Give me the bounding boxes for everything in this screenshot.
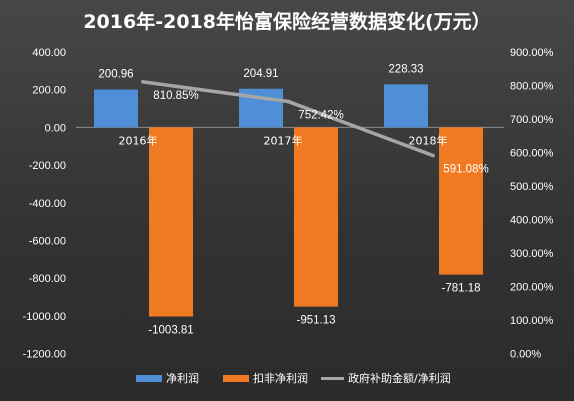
bar-deducted-net-profit [439,127,483,275]
bar-data-label: -1003.81 [148,325,193,337]
line-data-label: 591.08% [443,163,488,175]
chart-title: 2016年-2018年怡富保险经营数据变化(万元） [83,11,491,33]
y-left-tick-label: -800.00 [29,273,66,285]
y-right-tick-label: 900.00% [510,47,554,59]
bar-data-label: -781.18 [441,283,480,295]
x-category-label: 2016年 [119,133,158,147]
bar-net-profit [384,84,428,128]
bar-data-label: 204.91 [243,68,278,80]
y-left-tick-label: -1000.00 [23,311,66,323]
y-left-tick-label: -600.00 [29,235,66,247]
bar-net-profit [94,89,138,128]
line-point [141,80,145,84]
legend-label: 扣非净利润 [253,371,308,385]
bar-deducted-net-profit [294,127,338,307]
bar-data-label: 200.96 [98,69,133,81]
bar-data-label: -951.13 [296,315,335,327]
y-right-tick-label: 700.00% [510,114,554,126]
y-right-tick-label: 400.00% [510,215,554,227]
y-left-tick-label: -400.00 [29,198,66,210]
y-right-tick-label: 100.00% [510,315,554,327]
y-left-tick-label: -200.00 [29,160,66,172]
legend-label: 净利润 [166,371,199,385]
legend-swatch-deducted-net-profit [223,375,249,382]
line-data-label: 752.42% [298,109,343,121]
line-data-label: 810.85% [153,90,198,102]
bar-deducted-net-profit [149,127,193,317]
y-right-tick-label: 200.00% [510,282,554,294]
x-category-label: 2017年 [264,133,303,147]
y-left-tick-label: 200.00 [32,85,66,97]
y-left-tick-label: 400.00 [32,47,66,59]
y-right-tick-label: 800.00% [510,81,554,93]
line-point [431,153,435,158]
y-right-tick-label: 0.00% [510,349,541,361]
legend-swatch-net-profit [136,375,162,382]
legend-label: 政府补助金额/净利润 [348,371,451,385]
y-right-tick-label: 600.00% [510,148,554,160]
y-right-tick-label: 500.00% [510,181,554,193]
x-category-label: 2018年 [409,133,448,147]
y-left-tick-label: 0.00 [45,122,66,134]
y-right-tick-label: 300.00% [510,248,554,260]
line-point [286,99,290,104]
bar-data-label: 228.33 [388,63,423,75]
y-left-tick-label: -1200.00 [23,349,66,361]
